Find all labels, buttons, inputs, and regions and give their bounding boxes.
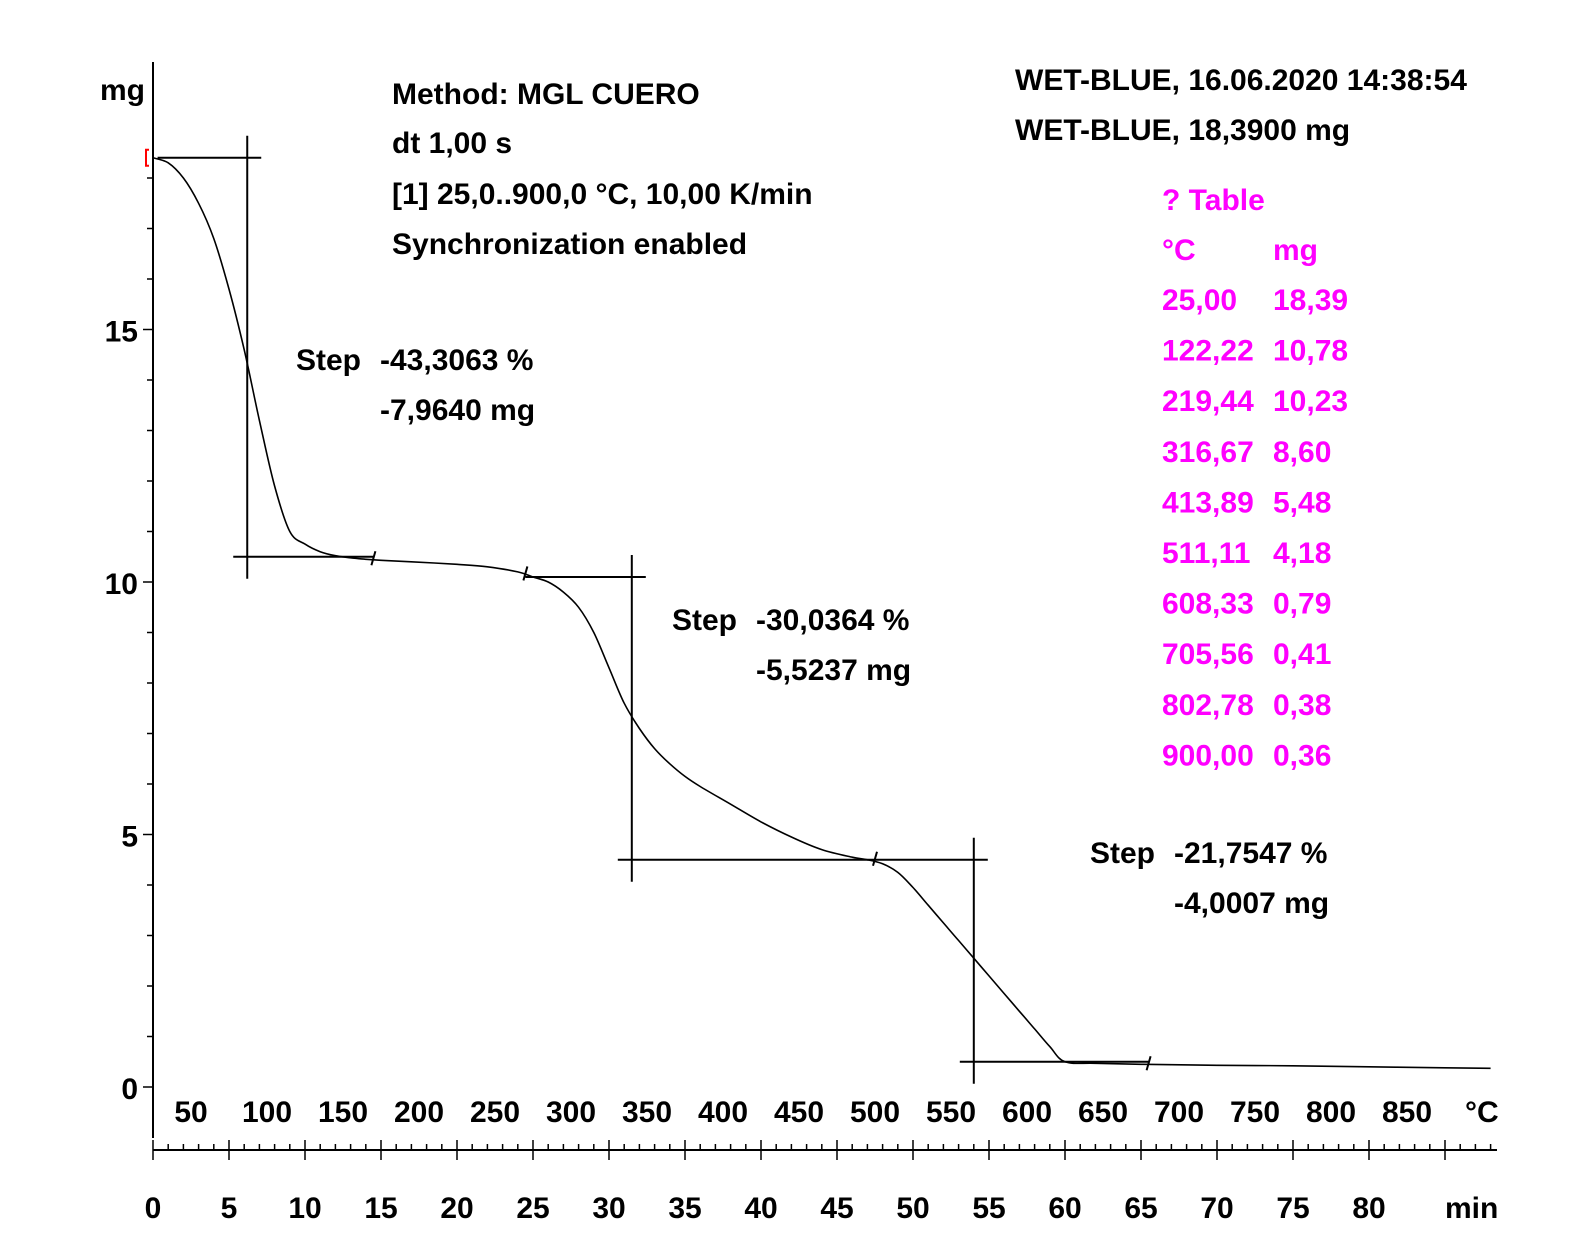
table-cell-temp: 705,56	[1162, 638, 1254, 671]
table-cell-mass: 5,48	[1273, 486, 1331, 519]
time-tick-label: 75	[1276, 1192, 1309, 1225]
time-tick-label: 35	[668, 1192, 701, 1225]
temperature-tick-label: 300	[546, 1096, 596, 1129]
table-cell-mass: 0,79	[1273, 588, 1331, 621]
time-tick-label: 70	[1200, 1192, 1233, 1225]
temperature-tick-label: 150	[318, 1096, 368, 1129]
step-1-label: Step -43,3063 % -7,9640 mg	[296, 344, 535, 427]
temperature-tick-label: 350	[622, 1096, 672, 1129]
sample-header: WET-BLUE, 16.06.2020 14:38:54 WET-BLUE, …	[1015, 64, 1467, 147]
start-marker	[145, 148, 149, 167]
table-cell-mass: 0,38	[1273, 689, 1331, 722]
temperature-tick-label: 600	[1002, 1096, 1052, 1129]
y-tick-label: 0	[121, 1073, 138, 1106]
time-tick-label: 20	[440, 1192, 473, 1225]
temperature-tick-label: 750	[1230, 1096, 1280, 1129]
y-ticks: 0 5 10 15	[105, 177, 153, 1106]
temperature-tick-label: 700	[1154, 1096, 1204, 1129]
step-3-label: Step -21,7547 % -4,0007 mg	[1090, 837, 1329, 920]
temperature-tick-label: 250	[470, 1096, 520, 1129]
step-annotations	[157, 135, 1149, 1084]
table-cell-mass: 0,41	[1273, 638, 1331, 671]
table-cell-temp: 219,44	[1162, 385, 1254, 418]
time-tick-label: 10	[288, 1192, 321, 1225]
temperature-unit-label: °C	[1465, 1096, 1499, 1129]
value-table: ? Table °C mg 25,00 18,39 122,22 10,78 219,4…	[1162, 184, 1348, 772]
step-3-word: Step	[1090, 837, 1155, 870]
table-header-mass: mg	[1273, 234, 1318, 267]
y-tick-label: 5	[121, 821, 138, 854]
dt-line: dt 1,00 s	[392, 127, 512, 160]
table-cell-mass: 10,23	[1273, 385, 1348, 418]
time-unit-label: min	[1445, 1192, 1498, 1225]
table-cell-mass: 8,60	[1273, 436, 1331, 469]
table-cell-mass: 10,78	[1273, 335, 1348, 368]
time-tick-label: 55	[972, 1192, 1005, 1225]
table-cell-temp: 122,22	[1162, 335, 1254, 368]
step-2-percent: -30,0364 %	[756, 604, 909, 637]
temperature-tick-label: 200	[394, 1096, 444, 1129]
table-cell-temp: 316,67	[1162, 436, 1254, 469]
step-marker	[1145, 1056, 1152, 1071]
temperature-tick-label: 50	[174, 1096, 207, 1129]
table-cell-temp: 608,33	[1162, 588, 1254, 621]
time-tick-label: 40	[744, 1192, 777, 1225]
x-minor-ticks	[152, 1140, 1492, 1160]
table-header-temp: °C	[1162, 234, 1196, 267]
time-tick-label: 25	[516, 1192, 549, 1225]
time-tick-labels: 0 5 10 15 20 25 30 35 40 45 50 55 60 65 70 75 80	[145, 1192, 1386, 1225]
temperature-tick-label: 500	[850, 1096, 900, 1129]
table-rows: 25,00 18,39 122,22 10,78 219,44 10,23 316,67 8,…	[1162, 284, 1348, 772]
temperature-tick-label: 850	[1382, 1096, 1432, 1129]
time-tick-label: 15	[364, 1192, 397, 1225]
method-header: Method: MGL CUERO dt 1,00 s [1] 25,0..90…	[392, 78, 813, 261]
y-tick-label: 15	[105, 316, 138, 349]
step-marker	[872, 851, 878, 867]
method-line: Method: MGL CUERO	[392, 78, 700, 111]
table-cell-mass: 0,36	[1273, 739, 1331, 772]
temperature-tick-label: 800	[1306, 1096, 1356, 1129]
table-cell-mass: 18,39	[1273, 284, 1348, 317]
time-tick-label: 30	[592, 1192, 625, 1225]
step-2-label: Step -30,0364 % -5,5237 mg	[672, 604, 911, 687]
time-tick-label: 60	[1048, 1192, 1081, 1225]
table-title: ? Table	[1162, 184, 1265, 217]
step-3-mass: -4,0007 mg	[1174, 887, 1329, 920]
table-cell-temp: 25,00	[1162, 284, 1237, 317]
sync-line: Synchronization enabled	[392, 228, 747, 261]
temperature-tick-label: 400	[698, 1096, 748, 1129]
time-tick-label: 65	[1124, 1192, 1157, 1225]
time-tick-label: 5	[221, 1192, 238, 1225]
y-unit-label: mg	[100, 74, 145, 107]
y-tick-label: 10	[105, 568, 138, 601]
temperature-tick-label: 550	[926, 1096, 976, 1129]
time-tick-label: 0	[145, 1192, 162, 1225]
temperature-tick-label: 650	[1078, 1096, 1128, 1129]
table-cell-temp: 511,11	[1162, 537, 1250, 570]
segment-line: [1] 25,0..900,0 °C, 10,00 K/min	[392, 178, 813, 211]
step-marker	[370, 551, 377, 566]
time-tick-label: 50	[896, 1192, 929, 1225]
table-cell-temp: 900,00	[1162, 739, 1254, 772]
table-cell-temp: 413,89	[1162, 486, 1254, 519]
temperature-tick-labels: 50 100 150 200 250 300 350 400 450 500 550 600 650 70…	[174, 1096, 1432, 1129]
step-1-percent: -43,3063 %	[380, 344, 533, 377]
step-2-mass: -5,5237 mg	[756, 654, 911, 687]
sample-line-1: WET-BLUE, 16.06.2020 14:38:54	[1015, 64, 1467, 97]
table-cell-mass: 4,18	[1273, 537, 1331, 570]
temperature-tick-label: 450	[774, 1096, 824, 1129]
sample-line-2: WET-BLUE, 18,3900 mg	[1015, 114, 1350, 147]
step-marker	[522, 566, 529, 581]
temperature-tick-label: 100	[242, 1096, 292, 1129]
mass-curve	[152, 157, 1491, 1070]
time-tick-label: 45	[820, 1192, 853, 1225]
time-tick-label: 80	[1352, 1192, 1385, 1225]
curve-markers	[145, 148, 1152, 1071]
step-2-word: Step	[672, 604, 737, 637]
step-1-mass: -7,9640 mg	[380, 394, 535, 427]
table-cell-temp: 802,78	[1162, 689, 1254, 722]
step-1-word: Step	[296, 344, 361, 377]
step-3-percent: -21,7547 %	[1174, 837, 1327, 870]
